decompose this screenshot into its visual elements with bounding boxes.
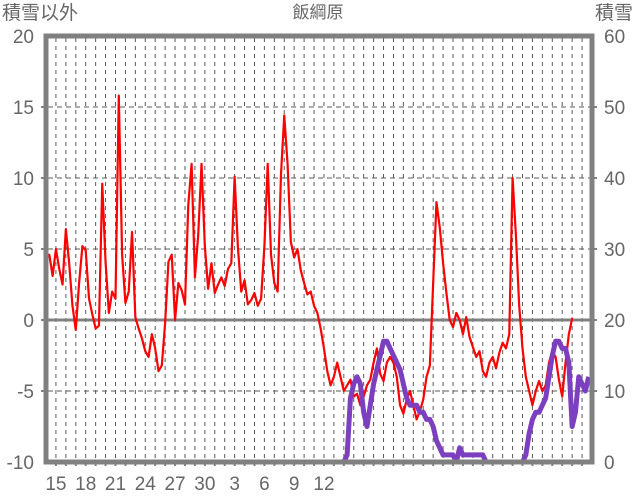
x-tick-label: 30 (194, 474, 215, 495)
series-snow-depth (49, 338, 592, 465)
right-axis-title: 積雪 (594, 3, 633, 24)
x-tick-label: 9 (289, 474, 300, 495)
series-temperature (48, 94, 574, 421)
x-tick-label: 3 (229, 474, 240, 495)
left-tick-label: 5 (23, 240, 34, 261)
x-tick-label: 27 (164, 474, 185, 495)
gridlines (41, 38, 597, 466)
right-tick-label: 60 (604, 27, 625, 48)
right-tick-label: 0 (604, 453, 615, 474)
right-tick-label: 40 (604, 169, 625, 190)
data-series (48, 94, 592, 465)
x-tick-label: 18 (75, 474, 96, 495)
x-tick-label: 12 (313, 474, 334, 495)
left-tick-label: 20 (13, 27, 34, 48)
right-tick-label: 10 (604, 382, 625, 403)
page-title: 飯綱原 (292, 3, 344, 22)
x-tick-label: 21 (105, 474, 126, 495)
left-tick-label: 15 (13, 98, 34, 119)
right-tick-label: 20 (604, 311, 625, 332)
left-tick-label: 0 (23, 311, 34, 332)
x-tick-label: 15 (45, 474, 66, 495)
x-tick-label: 24 (135, 474, 157, 495)
x-tick-label: 6 (259, 474, 270, 495)
left-axis-title: 積雪以外 (2, 3, 79, 24)
left-tick-label: -10 (7, 453, 34, 474)
left-tick-label: 10 (13, 169, 34, 190)
plot-frame (43, 33, 595, 465)
right-tick-label: 30 (604, 240, 625, 261)
left-tick-label: -5 (17, 382, 34, 403)
right-tick-label: 50 (604, 98, 625, 119)
